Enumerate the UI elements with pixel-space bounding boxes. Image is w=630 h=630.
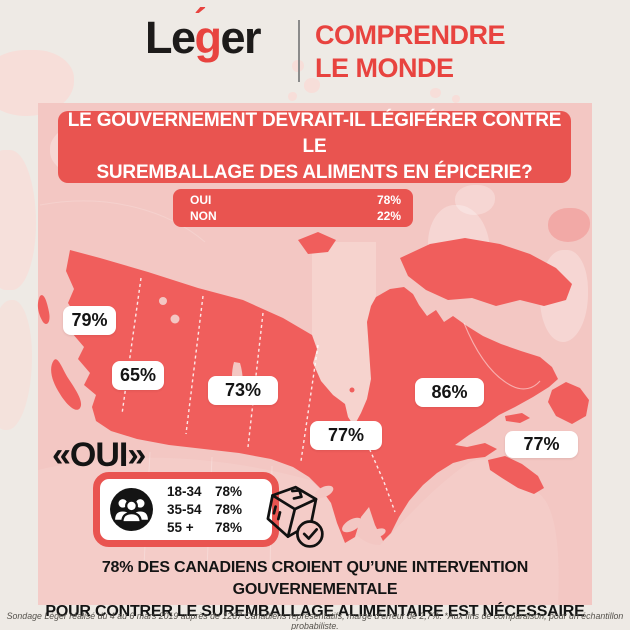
leger-logo: Le ´ ger <box>145 2 262 60</box>
overall-oui-label: OUI <box>190 192 212 207</box>
tagline: COMPRENDRE LE MONDE <box>315 19 506 85</box>
oui-callout: «OUI» <box>52 436 146 474</box>
watermark-blob <box>430 88 441 98</box>
overall-non-value: 22% <box>376 208 401 223</box>
age-value: 78% <box>215 483 243 499</box>
overall-result-box: OUI 78% NON 22% <box>173 189 413 227</box>
question-line1: LE GOUVERNEMENT DEVRAIT-IL LÉGIFÉRER CON… <box>67 110 562 157</box>
map-label-quebec: 86% <box>415 378 484 407</box>
conclusion-statement: 78% DES CANADIENS CROIENT QU’UNE INTERVE… <box>45 557 585 623</box>
age-breakdown-box: 18-34 78% 35-54 78% 55 + 78% <box>93 472 279 547</box>
map-label-british-columbia: 79% <box>63 306 116 335</box>
age-label: 18-34 <box>167 483 202 499</box>
statement-line1: 78% DES CANADIENS CROIENT QU’UNE INTERVE… <box>101 559 529 598</box>
tagline-line1: COMPRENDRE <box>315 20 506 50</box>
methodology-footnote: Sondage Léger réalisé du 4 au 6 mars 201… <box>6 611 624 630</box>
overall-non-label: NON <box>190 208 217 223</box>
overall-row-oui: OUI 78% <box>190 193 401 208</box>
logo-accent: ´ <box>194 2 207 44</box>
map-label-ontario: 77% <box>310 421 382 450</box>
panel-watermark-blob <box>548 208 590 242</box>
age-row-18-34: 18-34 78% <box>167 483 242 501</box>
panel-watermark-blob <box>455 185 495 215</box>
age-label: 35-54 <box>167 501 202 517</box>
statement-line2: POUR CONTRER LE SUREMBALLAGE ALIMENTAIRE… <box>45 603 585 620</box>
header-divider <box>298 20 300 82</box>
people-group-icon <box>110 488 153 531</box>
age-row-55plus: 55 + 78% <box>167 519 242 537</box>
map-label-atlantic: 77% <box>505 431 578 458</box>
overall-oui-value: 78% <box>376 192 401 207</box>
age-value: 78% <box>215 501 243 517</box>
age-label: 55 + <box>167 519 194 535</box>
age-row-35-54: 35-54 78% <box>167 501 242 519</box>
age-value: 78% <box>215 519 243 535</box>
map-label-alberta: 65% <box>112 361 164 390</box>
age-rows: 18-34 78% 35-54 78% 55 + 78% <box>167 483 242 537</box>
map-label-sask-manitoba: 73% <box>208 376 278 405</box>
watermark-blob <box>288 92 297 101</box>
watermark-blob <box>0 150 36 290</box>
question-banner: LE GOUVERNEMENT DEVRAIT-IL LÉGIFÉRER CON… <box>58 110 571 183</box>
question-line2: SUREMBALLAGE DES ALIMENTS EN ÉPICERIE? <box>96 162 533 183</box>
watermark-blob <box>304 78 320 93</box>
watermark-blob <box>0 300 32 430</box>
logo-text-g: g <box>194 12 223 63</box>
logo-text-le: Le <box>145 12 196 63</box>
watermark-blob <box>452 95 460 103</box>
logo-text-er: er <box>220 12 262 63</box>
overall-row-non: NON 22% <box>190 209 401 224</box>
tagline-line2: LE MONDE <box>315 53 454 83</box>
